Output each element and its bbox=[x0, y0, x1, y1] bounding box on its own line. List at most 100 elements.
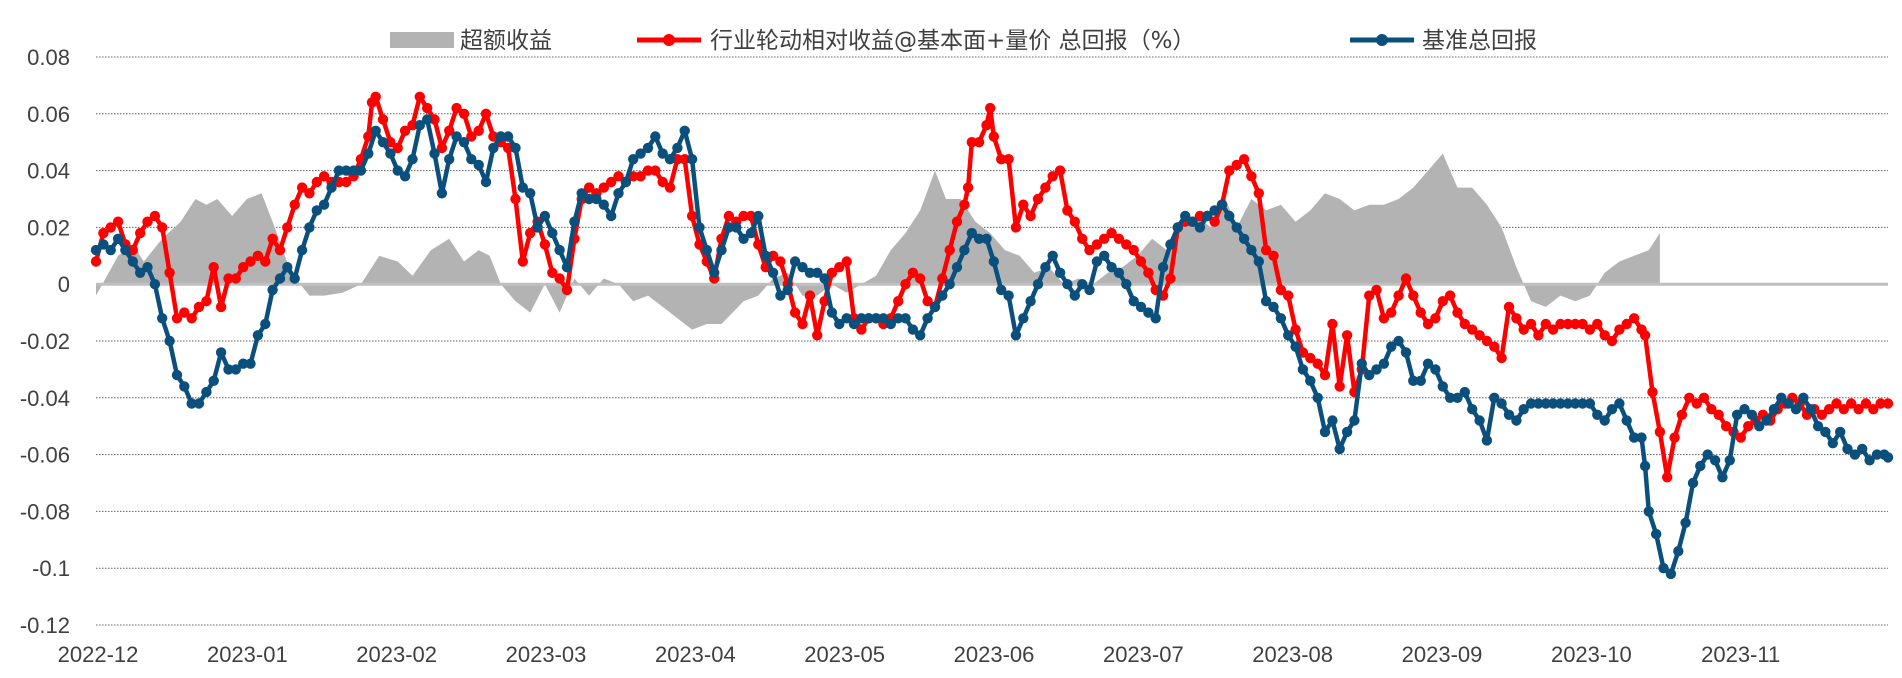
strategy-point bbox=[1518, 324, 1529, 335]
benchmark-point bbox=[1849, 449, 1861, 460]
benchmark-point bbox=[753, 210, 764, 222]
strategy-point bbox=[1253, 188, 1265, 199]
benchmark-point bbox=[1871, 449, 1883, 460]
strategy-point bbox=[1231, 159, 1242, 171]
benchmark-point bbox=[1599, 415, 1610, 426]
benchmark-point bbox=[1209, 205, 1220, 216]
benchmark-point bbox=[1805, 404, 1816, 415]
strategy-point bbox=[215, 301, 227, 313]
benchmark-point bbox=[973, 233, 985, 244]
benchmark-point bbox=[245, 358, 256, 369]
benchmark-point bbox=[620, 176, 632, 188]
benchmark-point bbox=[1467, 404, 1478, 415]
strategy-point bbox=[1062, 205, 1073, 216]
strategy-point bbox=[812, 330, 823, 341]
benchmark-point bbox=[414, 120, 425, 131]
strategy-point bbox=[1143, 267, 1154, 278]
benchmark-point bbox=[1540, 398, 1552, 409]
benchmark-point bbox=[1408, 375, 1419, 386]
strategy-point bbox=[1592, 318, 1603, 330]
benchmark-point bbox=[915, 330, 926, 341]
benchmark-point bbox=[1658, 563, 1669, 574]
benchmark-point bbox=[1010, 330, 1022, 341]
strategy-point bbox=[1816, 409, 1828, 420]
benchmark-point bbox=[1047, 250, 1058, 261]
strategy-point bbox=[341, 176, 352, 188]
benchmark-point bbox=[1305, 375, 1316, 386]
benchmark-point bbox=[1121, 279, 1132, 290]
strategy-point bbox=[488, 131, 499, 142]
strategy-point bbox=[613, 171, 624, 182]
benchmark-point bbox=[1639, 460, 1651, 472]
benchmark-point bbox=[694, 222, 705, 233]
strategy-point bbox=[937, 273, 948, 284]
strategy-point bbox=[1599, 330, 1610, 341]
benchmark-point bbox=[1857, 443, 1868, 455]
strategy-point bbox=[907, 267, 919, 278]
strategy-point bbox=[399, 125, 411, 136]
strategy-point bbox=[1364, 290, 1375, 301]
strategy-point bbox=[738, 210, 749, 222]
benchmark-point bbox=[900, 313, 911, 324]
benchmark-point bbox=[488, 142, 499, 154]
benchmark-point bbox=[870, 313, 882, 324]
strategy-point bbox=[1378, 313, 1390, 324]
strategy-point bbox=[900, 279, 911, 290]
benchmark-point bbox=[1415, 375, 1426, 386]
benchmark-point bbox=[996, 284, 1007, 296]
benchmark-point bbox=[745, 227, 757, 239]
strategy-point bbox=[915, 273, 926, 284]
strategy-point bbox=[856, 324, 867, 335]
strategy-point bbox=[1570, 318, 1581, 330]
strategy-point bbox=[451, 102, 462, 114]
benchmark-point bbox=[951, 262, 963, 273]
strategy-point bbox=[90, 256, 102, 267]
benchmark-point bbox=[1820, 426, 1831, 438]
benchmark-point bbox=[1187, 216, 1198, 227]
strategy-point bbox=[1121, 239, 1132, 250]
benchmark-line bbox=[93, 117, 1891, 577]
benchmark-point bbox=[370, 125, 381, 136]
y-tick-label: 0.08 bbox=[27, 45, 70, 70]
strategy-point bbox=[1283, 290, 1294, 301]
strategy-point bbox=[1047, 171, 1058, 182]
strategy-point bbox=[164, 267, 175, 278]
benchmark-point bbox=[1562, 398, 1574, 409]
strategy-point bbox=[1489, 341, 1500, 352]
benchmark-point bbox=[760, 250, 771, 261]
benchmark-point bbox=[606, 210, 617, 222]
strategy-point bbox=[458, 108, 470, 120]
excess-area-layer bbox=[96, 153, 1660, 330]
benchmark-point bbox=[1202, 210, 1213, 222]
benchmark-point bbox=[1651, 528, 1662, 540]
strategy-point bbox=[1743, 421, 1754, 432]
benchmark-point bbox=[1746, 409, 1758, 420]
benchmark-point bbox=[260, 318, 271, 330]
benchmark-point bbox=[1356, 358, 1368, 369]
benchmark-point bbox=[767, 267, 779, 278]
strategy-point bbox=[962, 182, 974, 193]
benchmark-point bbox=[1489, 392, 1500, 403]
benchmark-point bbox=[1025, 296, 1036, 307]
strategy-point bbox=[1393, 290, 1404, 301]
strategy-point bbox=[1018, 199, 1029, 210]
legend-label-benchmark: 基准总回报 bbox=[1422, 28, 1537, 54]
benchmark-point bbox=[355, 165, 367, 176]
strategy-point bbox=[517, 256, 528, 267]
strategy-point bbox=[1459, 318, 1471, 330]
benchmark-point bbox=[561, 262, 573, 273]
strategy-point bbox=[988, 131, 999, 142]
benchmark-point bbox=[650, 131, 661, 142]
strategy-point bbox=[583, 182, 595, 193]
strategy-point bbox=[606, 176, 617, 188]
benchmark-point bbox=[1224, 210, 1235, 222]
benchmark-point bbox=[377, 137, 389, 148]
strategy-point bbox=[981, 120, 992, 131]
benchmark-point bbox=[1518, 404, 1529, 415]
benchmark-point bbox=[1253, 256, 1265, 267]
benchmark-point bbox=[318, 199, 330, 210]
legend: 超额收益 行业轮动相对收益@基本面+量价 总回报（%） 基准总回报 bbox=[390, 28, 1537, 54]
strategy-point bbox=[561, 284, 573, 296]
benchmark-point bbox=[1503, 409, 1515, 420]
benchmark-point bbox=[863, 313, 874, 324]
